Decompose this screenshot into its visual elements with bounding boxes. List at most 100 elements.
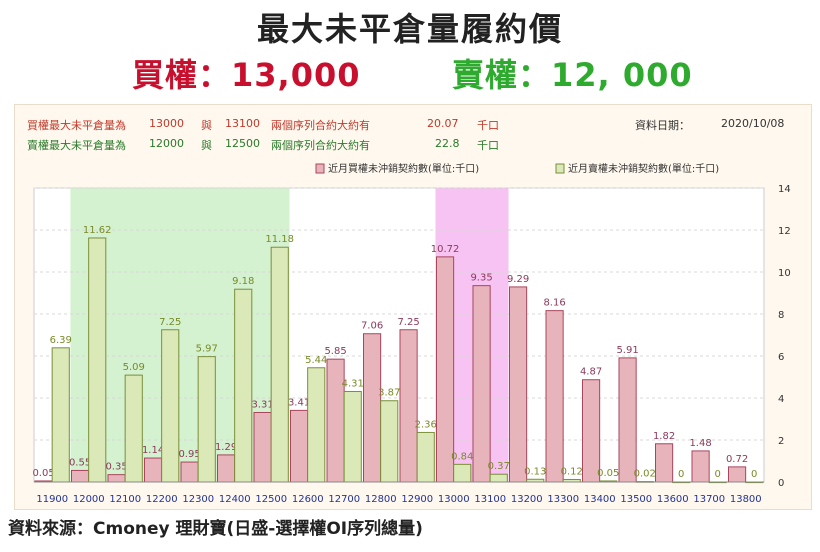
call-data-label: 10.72 [431, 244, 460, 255]
put-data-label: 5.97 [196, 344, 218, 355]
put-data-label: 4.31 [342, 378, 364, 389]
x-tick-label: 12500 [255, 494, 287, 505]
call-row-label: 買權最大未平倉量為 [27, 119, 126, 132]
call-bar [180, 461, 199, 483]
call-data-label: 3.31 [251, 399, 273, 410]
put-bar [88, 237, 107, 483]
legend-call-label: 近月買權未沖銷契約數(單位:千口) [328, 162, 479, 175]
data-source: 資料來源：Cmoney 理財寶(日盛-選擇權OI序列總量) [8, 519, 423, 539]
put-bar [197, 356, 216, 483]
call-data-label: 9.29 [507, 274, 529, 285]
put-data-label: 9.18 [232, 276, 254, 287]
legend-put-swatch [555, 163, 565, 174]
call-data-label: 8.16 [543, 298, 565, 309]
put-data-label: 0.05 [597, 468, 619, 479]
call-data-label: 1.48 [689, 438, 711, 449]
call-row-strike2: 13100 [225, 117, 260, 130]
call-data-label: 4.87 [580, 367, 602, 378]
date-label: 資料日期： [635, 119, 690, 132]
x-tick-label: 13100 [474, 494, 506, 505]
put-data-label: 11.62 [83, 225, 112, 236]
call-bar [472, 285, 491, 483]
put-data-label: 5.09 [123, 362, 145, 373]
put-row-strike2: 12500 [225, 137, 260, 150]
call-bar [655, 443, 674, 483]
date-value: 2020/10/08 [721, 117, 785, 130]
put-row-strike1: 12000 [149, 137, 184, 150]
x-tick-label: 12700 [328, 494, 360, 505]
call-data-label: 9.35 [470, 273, 492, 284]
legend-call-swatch [315, 163, 325, 174]
put-bar [51, 347, 70, 483]
put-bar [161, 329, 180, 483]
x-tick-label: 12200 [146, 494, 178, 505]
put-data-label: 5.44 [305, 355, 327, 366]
x-tick-label: 13600 [657, 494, 689, 505]
put-data-label: 2.36 [415, 419, 437, 430]
page-title: 最大未平倉量履約價 [256, 10, 563, 48]
call-bar [509, 286, 528, 483]
x-tick-label: 13000 [438, 494, 470, 505]
call-bar [545, 310, 564, 483]
call-row-unit: 千口 [477, 119, 499, 132]
put-bar [307, 367, 326, 483]
put-row-value: 22.8 [435, 137, 460, 150]
call-data-label: 7.06 [361, 321, 383, 332]
call-data-label: 5.85 [324, 346, 346, 357]
y-tick-label: 12 [778, 226, 791, 237]
y-tick-label: 4 [778, 394, 784, 405]
call-bar [71, 469, 90, 483]
put-data-label: 0.13 [524, 466, 546, 477]
x-tick-label: 12300 [182, 494, 214, 505]
x-tick-label: 13300 [547, 494, 579, 505]
x-tick-label: 13500 [620, 494, 652, 505]
call-data-label: 1.82 [653, 431, 675, 442]
x-tick-label: 12900 [401, 494, 433, 505]
put-data-label: 0.02 [634, 469, 656, 480]
put-bar [489, 473, 508, 483]
call-data-label: 0.95 [178, 449, 200, 460]
call-data-label: 1.29 [215, 442, 237, 453]
call-data-label: 7.25 [397, 317, 419, 328]
put-bar [270, 246, 289, 483]
put-max-oi-summary: 賣權：12, 000 [452, 56, 693, 94]
x-tick-label: 13200 [511, 494, 543, 505]
put-row-label: 賣權最大未平倉量為 [27, 139, 126, 152]
put-data-label: 0.37 [488, 461, 510, 472]
call-data-label: 1.14 [142, 445, 164, 456]
x-tick-label: 12100 [109, 494, 141, 505]
put-bar [234, 288, 253, 483]
x-tick-label: 12800 [365, 494, 397, 505]
x-tick-label: 12000 [73, 494, 105, 505]
put-data-label: 0 [715, 469, 721, 480]
call-bar [728, 466, 747, 483]
call-bar [618, 357, 637, 483]
call-row-desc: 兩個序列合約大約有 [271, 119, 370, 132]
put-data-label: 0 [678, 469, 684, 480]
put-row-join: 與 [201, 139, 212, 152]
call-bar [582, 379, 601, 483]
y-tick-label: 8 [778, 310, 784, 321]
call-bar [144, 457, 163, 483]
legend-put-label: 近月賣權未沖銷契約數(單位:千口) [568, 162, 719, 175]
call-bar [399, 329, 418, 483]
x-tick-label: 13700 [693, 494, 725, 505]
y-tick-label: 0 [778, 478, 784, 489]
call-data-label: 3.41 [288, 397, 310, 408]
put-bar [380, 400, 399, 483]
x-tick-label: 11900 [36, 494, 68, 505]
call-row-strike1: 13000 [149, 117, 184, 130]
call-data-label: 0.35 [105, 462, 127, 473]
put-bar [343, 390, 362, 483]
call-data-label: 0.72 [726, 454, 748, 465]
put-data-label: 7.25 [159, 317, 181, 328]
y-tick-label: 2 [778, 436, 784, 447]
put-row-unit: 千口 [477, 139, 499, 152]
put-row-desc: 兩個序列合約大約有 [271, 139, 370, 152]
call-max-oi-summary: 買權：13,000 [132, 56, 361, 94]
call-row-value: 20.07 [427, 117, 459, 130]
call-bar [290, 409, 309, 483]
x-tick-label: 13400 [584, 494, 616, 505]
put-data-label: 3.87 [378, 388, 400, 399]
